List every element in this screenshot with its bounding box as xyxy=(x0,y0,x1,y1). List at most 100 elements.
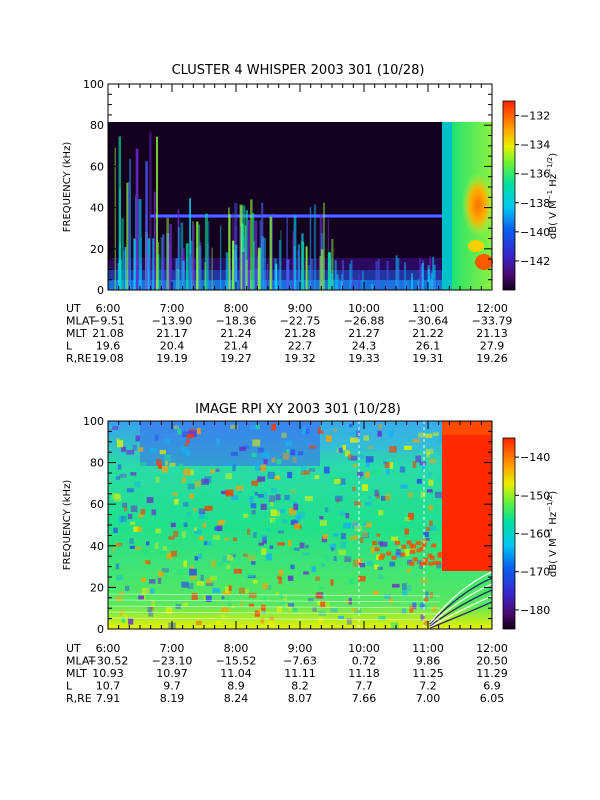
spectral-cell xyxy=(225,473,233,480)
spectral-cell xyxy=(178,463,184,471)
emission-spike xyxy=(406,281,409,290)
spectral-cell xyxy=(377,566,383,571)
spectral-cell xyxy=(116,438,120,442)
emission-spike xyxy=(149,254,151,290)
panel2-resonance-lines xyxy=(107,571,493,629)
emission-spike xyxy=(305,246,308,290)
emission-spike xyxy=(208,221,210,290)
spectral-cell xyxy=(164,454,171,461)
spectral-cell xyxy=(260,503,267,510)
ephemeris-value: 7.00 xyxy=(416,692,441,705)
emission-spike xyxy=(234,244,238,290)
spectral-cell xyxy=(222,555,231,563)
spectral-cell xyxy=(420,577,429,584)
spectral-cell xyxy=(345,513,350,519)
spectral-cell xyxy=(333,427,337,432)
emission-spike xyxy=(331,239,334,290)
spectral-cell xyxy=(429,591,434,599)
ephemeris-value: 21.22 xyxy=(412,327,444,340)
spectral-cell xyxy=(335,495,343,502)
spectral-cell xyxy=(400,552,406,557)
ephemeris-value: −9.51 xyxy=(91,315,125,328)
spectral-cell xyxy=(148,611,154,617)
emission-spike xyxy=(247,220,250,290)
spectral-cell xyxy=(311,565,317,573)
emission-spike xyxy=(352,277,355,290)
spectral-cell xyxy=(275,510,280,517)
emission-spike xyxy=(357,273,360,290)
spectral-cell xyxy=(317,426,322,433)
y-tick-label: 20 xyxy=(90,581,104,594)
spectral-cell xyxy=(186,433,194,439)
emission-spike xyxy=(225,252,229,290)
emission-spike xyxy=(430,272,433,290)
colorbar-tick-label: −150 xyxy=(520,489,550,502)
spectral-cell xyxy=(404,549,410,556)
spectral-cell xyxy=(304,496,313,501)
spectral-cell xyxy=(198,508,206,514)
emission-spike xyxy=(421,262,424,290)
spectral-cell xyxy=(226,564,231,570)
resonance-line xyxy=(429,589,493,627)
ephemeris-value: 11:00 xyxy=(412,642,444,655)
spectral-cell xyxy=(354,500,361,506)
spectral-cell xyxy=(433,560,439,565)
spectral-cell xyxy=(349,432,355,436)
emission-spike xyxy=(192,224,195,290)
spectral-cell xyxy=(419,546,425,551)
spectral-cell xyxy=(378,423,383,430)
spectral-cell xyxy=(111,457,115,461)
ephemeris-value: 10:00 xyxy=(348,302,380,315)
spectral-cell xyxy=(253,580,258,584)
ephemeris-value: 19.26 xyxy=(476,352,508,365)
emission-spike xyxy=(246,259,248,290)
emission-spike xyxy=(239,226,241,290)
spectral-cell xyxy=(410,549,416,554)
colorbar-tick-label: −140 xyxy=(520,226,550,239)
emission-spike xyxy=(114,147,116,290)
spectral-cell xyxy=(184,443,189,447)
emission-spike xyxy=(119,242,121,290)
spectral-cell xyxy=(135,477,140,482)
spectral-cell xyxy=(155,528,162,534)
spectral-cell xyxy=(118,591,125,595)
ephemeris-value: 21.17 xyxy=(156,327,188,340)
spectral-cell xyxy=(158,571,164,577)
emission-spike xyxy=(371,283,374,290)
spectral-cell xyxy=(126,488,135,493)
spectral-cell xyxy=(359,537,364,543)
spectral-cell xyxy=(361,531,368,538)
emission-spike xyxy=(377,258,380,290)
spectral-cell xyxy=(270,509,277,517)
spectral-cell xyxy=(423,531,429,537)
emission-spike xyxy=(349,264,352,290)
spectral-cell xyxy=(138,513,144,518)
y-tick-label: 100 xyxy=(83,78,104,91)
panel1-ephemeris: UT 6:00 7:00 8:00 9:00 10:00 11:00 12:00 MLAT−9.… xyxy=(66,302,512,365)
spectral-cell xyxy=(189,493,195,499)
spectral-cell xyxy=(172,492,178,497)
ephemeris-value: 20.50 xyxy=(476,655,508,668)
spectral-cell xyxy=(357,558,362,566)
spectral-cell xyxy=(212,588,221,594)
spectral-cell xyxy=(315,593,322,599)
spectral-cell xyxy=(374,489,379,497)
ephemeris-value: 9.7 xyxy=(163,680,181,693)
spectral-cell xyxy=(340,541,347,548)
spectral-cell xyxy=(230,471,235,477)
spectral-cell xyxy=(392,553,397,557)
spectral-cell xyxy=(391,555,397,560)
spectral-cell xyxy=(248,592,257,598)
ephemeris-value: 7.2 xyxy=(419,680,437,693)
emission-spike xyxy=(250,199,253,290)
spectral-cell xyxy=(287,575,294,581)
spectral-cell xyxy=(367,445,374,450)
emission-spike xyxy=(191,240,193,290)
emission-spike xyxy=(175,258,178,290)
spectral-cell xyxy=(416,478,422,484)
spectral-cell xyxy=(406,540,412,545)
emission-spike xyxy=(133,238,136,290)
spectral-cell xyxy=(130,521,136,525)
emission-spike xyxy=(259,247,262,290)
ephemeris-value: 10:00 xyxy=(348,642,380,655)
